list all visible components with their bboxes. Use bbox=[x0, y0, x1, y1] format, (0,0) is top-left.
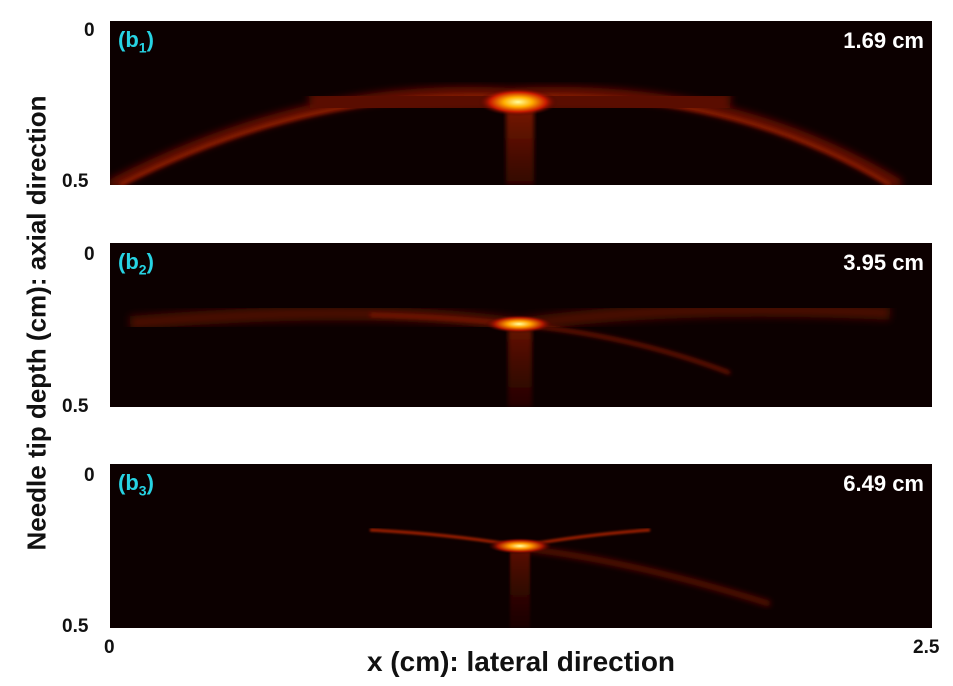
panel-3-y-tick-0.5: 0.5 bbox=[62, 616, 89, 637]
x-axis-label: x (cm): lateral direction bbox=[366, 646, 676, 677]
panel-1-tag: (b1) bbox=[118, 27, 154, 56]
panel-2-depth-label: 3.95 cm bbox=[843, 250, 924, 275]
panel-1-depth-label: 1.69 cm bbox=[843, 28, 924, 53]
panel-1-y-tick-0.5: 0.5 bbox=[62, 171, 89, 192]
panel-2-tag: (b2) bbox=[118, 249, 154, 278]
panel-3-y-tick-0: 0 bbox=[84, 465, 95, 486]
ultrasound-panel-3: (b3) 6.49 cm bbox=[110, 464, 932, 628]
ultrasound-panel-1: (b1) 1.69 cm bbox=[110, 21, 932, 185]
ultrasound-panel-2: (b2) 3.95 cm bbox=[110, 243, 932, 407]
panel-3-tag: (b3) bbox=[118, 470, 154, 499]
panel-3-depth-label: 6.49 cm bbox=[843, 471, 924, 496]
x-tick-2.5: 2.5 bbox=[913, 637, 940, 658]
ultrasound-image-2 bbox=[110, 243, 932, 407]
ultrasound-image-3 bbox=[110, 464, 932, 628]
y-axis-label-text: Needle tip depth (cm): axial direction bbox=[21, 95, 52, 551]
x-tick-0: 0 bbox=[104, 637, 115, 658]
panel-1-y-tick-0: 0 bbox=[84, 20, 95, 41]
panel-2-y-tick-0: 0 bbox=[84, 244, 95, 265]
panel-2-y-tick-0.5: 0.5 bbox=[62, 396, 89, 417]
ultrasound-image-1 bbox=[110, 21, 932, 185]
